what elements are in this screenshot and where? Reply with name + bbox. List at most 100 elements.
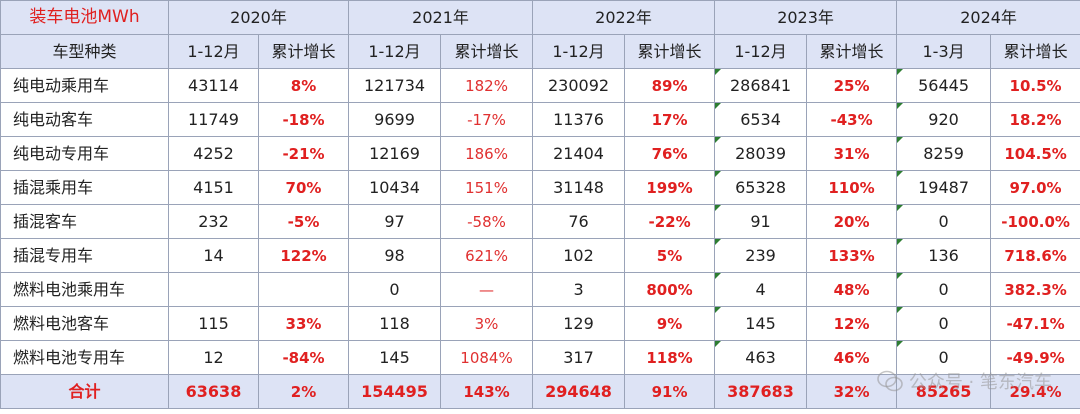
table-row: 燃料电池乘用车 0 — 3 800% 4 48% 0 382.3% [0,272,1080,307]
volume-cell: 230092 [532,68,626,103]
volume-cell: 43114 [168,68,259,103]
growth-value: 182% [465,76,508,95]
volume-cell: 28039 [714,136,808,171]
growth-value: 5% [656,246,683,265]
year-2022-header: 2022年 [532,0,716,35]
cell-marker-icon [715,103,722,109]
growth-value: 8% [290,76,317,95]
vehicle-type-label: 插混乘用车 [0,170,169,205]
volume-cell: 0 [348,272,442,307]
growth-header: 累计增长 [990,34,1080,69]
total-growth-value: 2% [290,382,317,401]
growth-value: 89% [651,76,688,95]
vehicle-type-label: 纯电动客车 [0,102,169,137]
growth-value: -84% [282,348,325,367]
growth-value: 76% [651,144,688,163]
growth-value: 20% [833,212,870,231]
cell-marker-icon [897,137,904,143]
growth-value: -100.0% [1001,212,1070,231]
growth-cell: 110% [806,170,898,205]
growth-cell: 199% [624,170,716,205]
growth-value: 1084% [460,348,513,367]
growth-cell: 18.2% [990,102,1080,137]
period-header: 1-12月 [714,34,808,69]
volume-cell: 121734 [348,68,442,103]
cell-marker-icon [897,171,904,177]
volume-cell: 97 [348,204,442,239]
volume-cell: 56445 [896,68,992,103]
cell-marker-icon [897,307,904,313]
growth-value: -21% [282,144,325,163]
table-row: 插混专用车 14 122% 98 621% 102 5% 239 133% 136 718.6% [0,238,1080,273]
volume-cell [168,272,259,307]
cell-marker-icon [715,171,722,177]
growth-cell: -49.9% [990,340,1080,375]
cell-marker-icon [897,69,904,75]
year-2020-header: 2020年 [167,0,350,35]
volume-cell: 6534 [714,102,808,137]
vehicle-type-label: 插混专用车 [0,238,169,273]
growth-cell: — [440,272,534,307]
growth-cell: 8% [257,68,350,103]
growth-cell: 122% [257,238,350,273]
volume-cell: 0 [896,306,992,341]
growth-cell: 89% [624,68,716,103]
table-row: 纯电动乘用车 43114 8% 121734 182% 230092 89% 286841 25… [0,68,1080,103]
volume-cell: 0 [896,204,992,239]
vehicle-type-label: 燃料电池专用车 [0,340,169,375]
vehicle-type-label: 纯电动专用车 [0,136,169,171]
growth-cell: 76% [624,136,716,171]
growth-value: 97.0% [1009,178,1062,197]
period-header: 1-12月 [532,34,626,69]
growth-value: 70% [285,178,322,197]
growth-cell: 800% [624,272,716,307]
growth-value: 12% [833,314,870,333]
growth-cell: 182% [440,68,534,103]
volume-cell: 11749 [168,102,259,137]
growth-value: -18% [282,110,325,129]
cell-marker-icon [715,307,722,313]
growth-cell: 25% [806,68,898,103]
table-row: 纯电动客车 11749 -18% 9699 -17% 11376 17% 6534 -43% 92… [0,102,1080,137]
growth-cell: 9% [624,306,716,341]
volume-cell: 232 [168,204,259,239]
volume-cell: 10434 [348,170,442,205]
volume-cell: 239 [714,238,808,273]
table-row: 插混乘用车 4151 70% 10434 151% 31148 199% 65328 110% 1… [0,170,1080,205]
total-volume-cell: 85265 [896,374,992,409]
growth-cell: 17% [624,102,716,137]
growth-value: 46% [833,348,870,367]
growth-header: 累计增长 [440,34,534,69]
growth-header: 累计增长 [806,34,898,69]
growth-value: 186% [465,144,508,163]
year-2024-header: 2024年 [896,0,1080,35]
total-growth-cell: 29.4% [990,374,1080,409]
growth-cell: 382.3% [990,272,1080,307]
growth-cell: -21% [257,136,350,171]
vehicle-type-label: 插混客车 [0,204,169,239]
total-volume-cell: 63638 [168,374,259,409]
cell-marker-icon [897,239,904,245]
period-header: 1-12月 [168,34,259,69]
growth-cell: -22% [624,204,716,239]
growth-cell: 118% [624,340,716,375]
table-row: 燃料电池专用车 12 -84% 145 1084% 317 118% 463 46% 0 -49.9… [0,340,1080,375]
growth-value: 104.5% [1004,144,1067,163]
volume-cell: 12169 [348,136,442,171]
table-row: 插混客车 232 -5% 97 -58% 76 -22% 91 20% 0 -100.0% [0,204,1080,239]
volume-cell: 129 [532,306,626,341]
growth-cell: 20% [806,204,898,239]
growth-cell: -5% [257,204,350,239]
growth-cell: 186% [440,136,534,171]
total-growth-value: 29.4% [1009,382,1062,401]
year-2021-header: 2021年 [348,0,534,35]
volume-cell: 0 [896,340,992,375]
vehicle-type-label: 纯电动乘用车 [0,68,169,103]
volume-cell: 9699 [348,102,442,137]
growth-header: 累计增长 [624,34,716,69]
volume-cell: 11376 [532,102,626,137]
volume-cell: 21404 [532,136,626,171]
volume-cell: 102 [532,238,626,273]
